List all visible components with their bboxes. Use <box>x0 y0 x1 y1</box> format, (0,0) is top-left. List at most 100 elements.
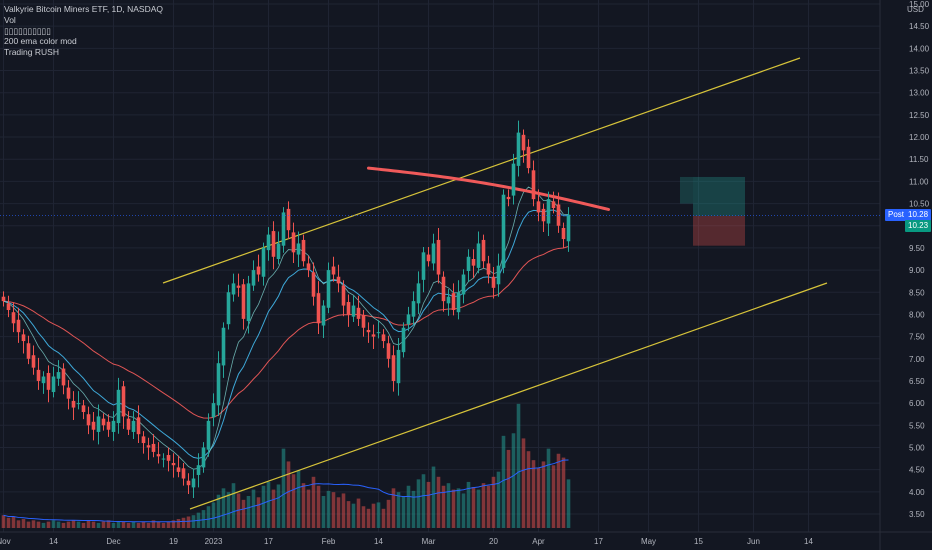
candle-body <box>211 403 216 418</box>
volume-bar <box>311 476 316 528</box>
volume-bar <box>216 494 221 528</box>
currency-label: USD <box>907 5 924 14</box>
candle-body <box>511 163 516 196</box>
candle-body <box>376 332 381 334</box>
candle-body <box>191 478 196 488</box>
volume-bar <box>426 481 431 528</box>
volume-bar <box>436 476 441 528</box>
candle-body <box>151 443 156 452</box>
volume-bar <box>96 522 101 528</box>
volume-bar <box>241 499 246 528</box>
candle-body <box>91 421 96 430</box>
candle-body <box>136 417 141 435</box>
price-tick-label: 14.00 <box>909 44 930 53</box>
candle-body <box>386 343 391 359</box>
price-tick-label: 7.00 <box>909 355 925 364</box>
date-tick-label: Apr <box>532 537 545 546</box>
volume-bar <box>276 484 281 528</box>
candle-body <box>276 243 281 259</box>
candle-body <box>46 372 51 390</box>
candle-body <box>316 293 321 324</box>
candle-body <box>201 447 206 468</box>
candle-body <box>141 436 146 444</box>
price-tick-label: 8.00 <box>909 310 925 319</box>
volume-bar <box>126 522 131 528</box>
volume-bar <box>551 465 556 528</box>
volume-bar <box>556 453 561 528</box>
candle-body <box>486 263 491 275</box>
price-tick-label: 10.50 <box>909 200 930 209</box>
candle-body <box>171 463 176 466</box>
volume-bar <box>346 501 351 528</box>
volume-bar <box>211 502 216 528</box>
volume-bar <box>491 476 496 528</box>
volume-bar <box>296 470 301 528</box>
volume-bar <box>286 461 291 528</box>
candle-body <box>251 270 256 286</box>
volume-bar <box>91 521 96 528</box>
volume-bar <box>191 515 196 528</box>
volume-bar <box>11 516 16 528</box>
candle-body <box>221 327 226 366</box>
candle-body <box>536 201 541 213</box>
candle-body <box>66 387 71 399</box>
volume-bar <box>416 479 421 528</box>
candle-body <box>426 254 431 262</box>
candle-body <box>256 266 261 275</box>
candle-body <box>476 243 481 268</box>
candle-body <box>461 274 466 295</box>
volume-bar <box>181 517 186 528</box>
volume-bar <box>266 481 271 528</box>
candle-body <box>531 170 536 200</box>
volume-bar <box>86 520 91 528</box>
volume-bar <box>31 520 36 528</box>
post-price-badge: 10.28 <box>905 209 932 221</box>
volume-bar <box>51 520 56 528</box>
candle-body <box>546 199 551 224</box>
volume-bar <box>336 497 341 528</box>
price-tick-label: 5.00 <box>909 443 925 452</box>
volume-bar <box>131 521 136 528</box>
volume-bar <box>371 503 376 528</box>
candle-body <box>551 201 556 208</box>
candle-body <box>86 414 91 426</box>
date-tick-label: 19 <box>169 537 178 546</box>
candle-body <box>351 305 356 317</box>
volume-bar <box>226 492 231 528</box>
volume-bar <box>16 520 21 528</box>
channel-lower-line <box>189 282 828 510</box>
volume-bar <box>56 521 61 528</box>
candle-body <box>401 327 406 353</box>
candle-body <box>126 418 131 430</box>
volume-bar <box>36 521 41 528</box>
volume-bar <box>331 492 336 528</box>
legend-ema200: 200 ema color mod <box>4 36 77 47</box>
candle-body <box>366 329 371 333</box>
date-tick-label: 17 <box>264 537 273 546</box>
volume-bar <box>486 485 491 528</box>
candle-body <box>31 355 36 368</box>
volume-bar <box>236 493 241 528</box>
candle-body <box>116 389 121 424</box>
price-tick-label: 6.50 <box>909 377 925 386</box>
candle-body <box>391 355 396 381</box>
candle-body <box>406 314 411 325</box>
volume-bar <box>411 490 416 528</box>
candle-body <box>481 239 486 262</box>
volume-bar <box>261 485 266 528</box>
volume-bar <box>171 520 176 528</box>
candle-body <box>186 480 191 486</box>
candle-body <box>361 315 366 328</box>
candle-body <box>346 302 351 315</box>
candle-body <box>1 296 6 302</box>
candle-body <box>421 252 426 280</box>
candle-body <box>156 454 161 457</box>
volume-bar <box>6 517 11 528</box>
volume-bar <box>481 483 486 528</box>
volume-bar <box>471 487 476 528</box>
candle-body <box>411 301 416 317</box>
volume-bar <box>151 520 156 528</box>
chart-legend: Valkyrie Bitcoin Miners ETF, 1D, NASDAQ … <box>4 4 163 58</box>
candle-body <box>231 283 236 295</box>
